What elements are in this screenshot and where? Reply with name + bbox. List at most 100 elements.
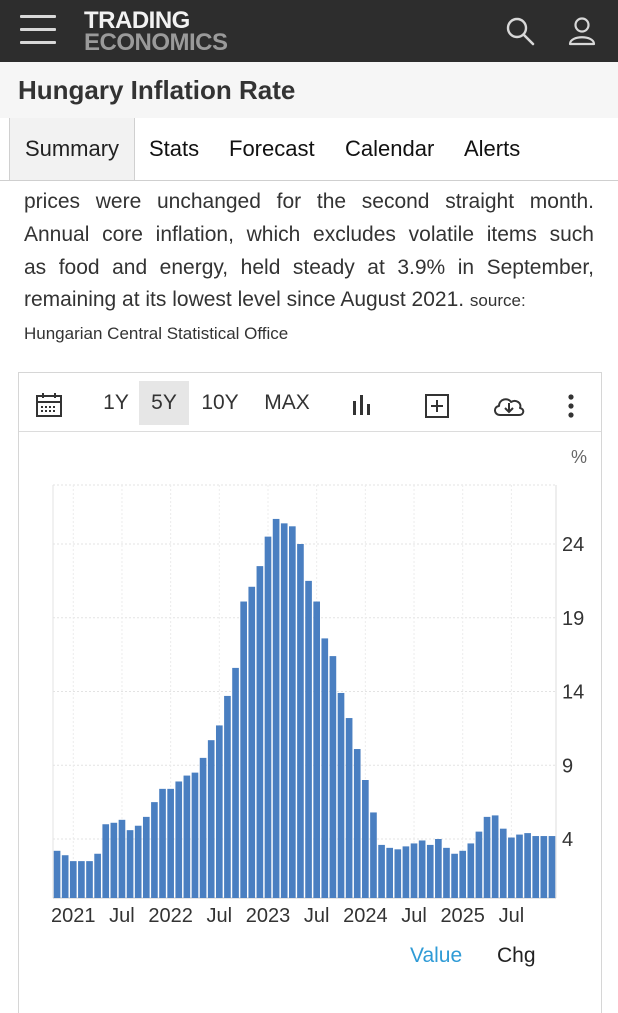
range-10y-button[interactable]: 10Y xyxy=(201,391,239,414)
bar[interactable] xyxy=(199,757,207,898)
bar[interactable] xyxy=(370,812,377,898)
bar[interactable] xyxy=(435,839,442,898)
bar[interactable] xyxy=(175,781,183,898)
legend-chg[interactable]: Chg xyxy=(497,944,536,967)
bar[interactable] xyxy=(86,861,93,898)
tab-stats[interactable]: Stats xyxy=(149,136,200,161)
x-tick-label: Jul xyxy=(109,905,135,927)
bar[interactable] xyxy=(491,815,499,898)
page-title: Hungary Inflation Rate xyxy=(18,75,296,105)
y-tick-label: 14 xyxy=(562,682,584,704)
bar[interactable] xyxy=(151,802,158,898)
bar[interactable] xyxy=(102,824,110,898)
range-5y-button[interactable]: 5Y xyxy=(139,381,189,425)
x-tick-label: 2022 xyxy=(148,905,193,927)
bar[interactable] xyxy=(499,828,507,898)
bar[interactable] xyxy=(118,819,126,898)
bar[interactable] xyxy=(362,780,369,898)
bar[interactable] xyxy=(378,844,385,898)
tab-summary[interactable]: Summary xyxy=(9,118,135,180)
bar[interactable] xyxy=(353,749,361,898)
bar[interactable] xyxy=(289,526,296,898)
bar[interactable] xyxy=(191,772,199,898)
bar[interactable] xyxy=(475,831,483,898)
bar[interactable] xyxy=(183,775,191,898)
description-line: as food and energy, held steady at 3.9% … xyxy=(24,256,594,279)
bar[interactable] xyxy=(321,638,329,898)
y-tick-label: 9 xyxy=(562,755,573,777)
bar[interactable] xyxy=(402,846,410,898)
bar[interactable] xyxy=(53,850,61,898)
tab-alerts[interactable]: Alerts xyxy=(464,136,521,161)
bar[interactable] xyxy=(207,740,215,898)
bar[interactable] xyxy=(232,667,239,898)
bar[interactable] xyxy=(459,850,467,898)
description-line: remaining at its lowest level since Augu… xyxy=(24,288,594,312)
bar[interactable] xyxy=(540,836,548,898)
bar[interactable] xyxy=(451,853,458,898)
bar[interactable] xyxy=(159,788,166,898)
download-icon[interactable] xyxy=(491,393,527,419)
trading-economics-logo[interactable]: TRADING ECONOMICS xyxy=(84,7,228,56)
bar[interactable] xyxy=(548,836,556,898)
bar[interactable] xyxy=(443,847,450,898)
bar[interactable] xyxy=(61,855,69,898)
bar[interactable] xyxy=(532,836,540,898)
x-tick-label: Jul xyxy=(207,905,233,927)
bar-chart-icon[interactable] xyxy=(349,393,375,417)
bar[interactable] xyxy=(337,692,345,898)
bar[interactable] xyxy=(329,656,337,898)
bar[interactable] xyxy=(248,586,256,898)
legend-value[interactable]: Value xyxy=(410,944,463,967)
range-1y-button[interactable]: 1Y xyxy=(103,391,129,414)
bar[interactable] xyxy=(305,580,312,898)
x-tick-label: Jul xyxy=(401,905,427,927)
bar[interactable] xyxy=(94,853,101,898)
bar[interactable] xyxy=(418,840,426,898)
bar[interactable] xyxy=(69,861,77,898)
bar[interactable] xyxy=(524,833,531,898)
bar[interactable] xyxy=(272,518,280,898)
bar[interactable] xyxy=(297,544,304,898)
tab-calendar[interactable]: Calendar xyxy=(345,136,435,161)
calendar-icon[interactable] xyxy=(35,391,63,419)
bar[interactable] xyxy=(467,843,475,898)
bar[interactable] xyxy=(410,843,418,898)
tab-bar: Summary Stats Forecast Calendar Alerts xyxy=(0,118,618,181)
search-icon[interactable] xyxy=(503,14,537,48)
bar[interactable] xyxy=(426,844,434,898)
logo-line-2: ECONOMICS xyxy=(84,29,228,56)
y-unit-label: % xyxy=(571,447,587,467)
bar[interactable] xyxy=(280,523,288,898)
bar[interactable] xyxy=(240,601,247,898)
tab-forecast[interactable]: Forecast xyxy=(229,136,315,161)
bar[interactable] xyxy=(386,847,394,898)
x-tick-label: 2025 xyxy=(440,905,485,927)
x-tick-label: 2024 xyxy=(343,905,388,927)
bar[interactable] xyxy=(142,816,150,898)
bar[interactable] xyxy=(508,837,515,898)
x-tick-label: 2021 xyxy=(51,905,96,927)
bar[interactable] xyxy=(394,849,402,898)
bar[interactable] xyxy=(516,834,523,898)
source-name: Hungarian Central Statistical Office xyxy=(24,324,289,343)
bar[interactable] xyxy=(256,566,264,898)
bar[interactable] xyxy=(483,816,491,898)
bar[interactable] xyxy=(110,822,118,898)
user-icon[interactable] xyxy=(565,14,599,48)
more-options-icon[interactable] xyxy=(563,392,579,420)
add-compare-icon[interactable] xyxy=(423,392,451,420)
range-max-button[interactable]: MAX xyxy=(264,391,310,414)
bar[interactable] xyxy=(126,830,134,898)
bar[interactable] xyxy=(134,825,142,898)
bar[interactable] xyxy=(215,725,223,898)
title-bar: Hungary Inflation Rate xyxy=(0,62,618,119)
bar[interactable] xyxy=(224,695,231,898)
bar[interactable] xyxy=(167,788,174,898)
hamburger-menu-icon[interactable] xyxy=(20,15,56,45)
bar[interactable] xyxy=(78,861,85,898)
bar[interactable] xyxy=(264,536,272,898)
bar[interactable] xyxy=(313,601,320,898)
bar[interactable] xyxy=(345,718,353,898)
logo-line-1: TRADING xyxy=(84,7,190,34)
